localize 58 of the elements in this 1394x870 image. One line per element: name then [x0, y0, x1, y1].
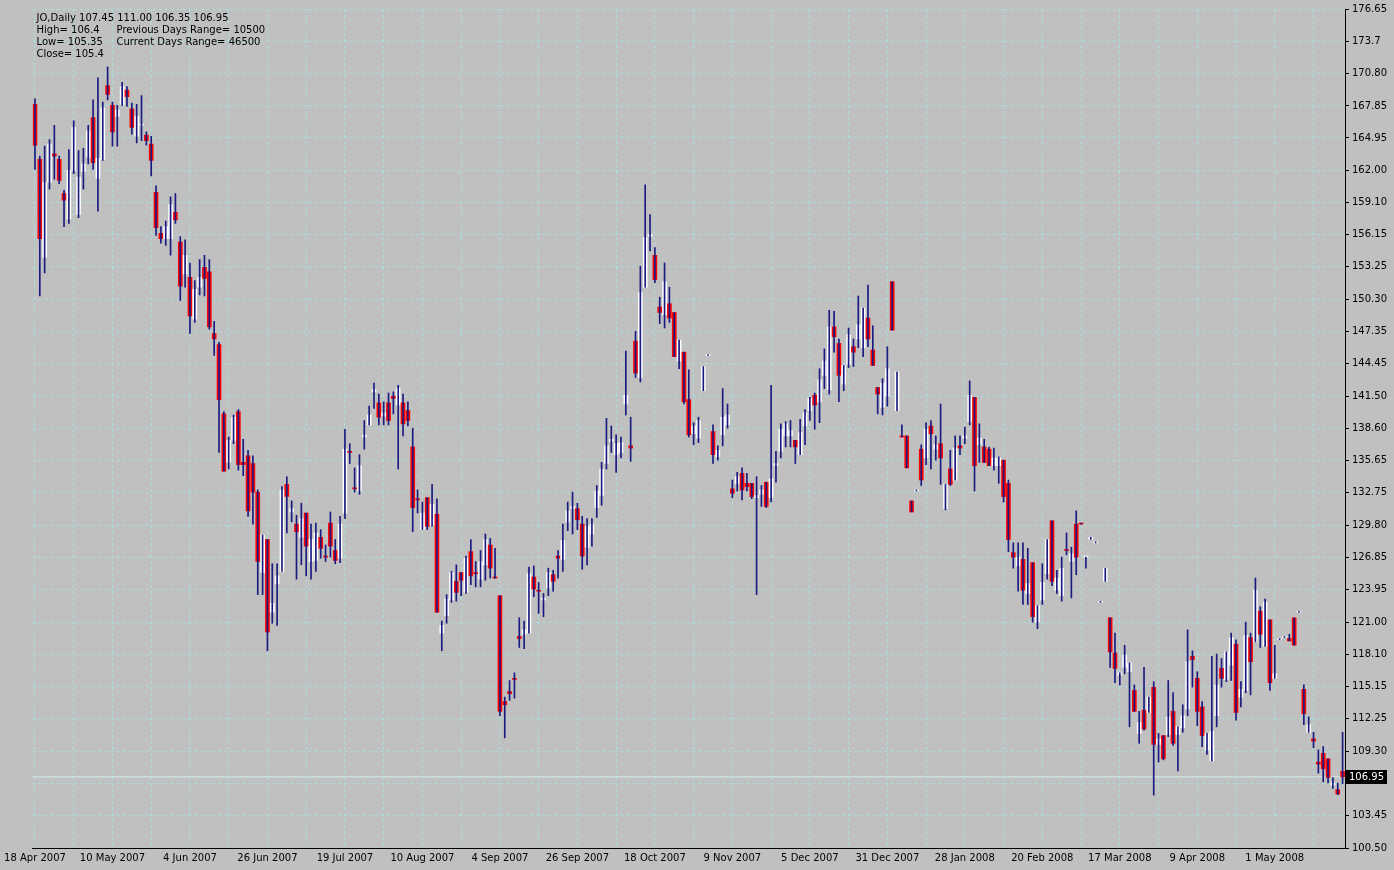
annotation: High= 106.4 — [36, 24, 100, 35]
y-tick-label: 126.85 — [1352, 551, 1388, 563]
y-tick-label: 109.30 — [1352, 744, 1388, 756]
y-tick-label: 153.25 — [1352, 260, 1388, 272]
y-tick-label: 141.50 — [1352, 389, 1388, 401]
x-tick-label: 28 Jan 2008 — [934, 851, 995, 863]
y-tick-label: 164.95 — [1352, 131, 1388, 143]
candlestick — [889, 281, 895, 331]
y-tick-label: 112.25 — [1352, 712, 1388, 724]
y-tick-label: 115.15 — [1352, 680, 1388, 692]
y-tick-label: 173.7 — [1352, 35, 1381, 47]
y-tick-label: 138.60 — [1352, 421, 1388, 433]
x-tick-label: 4 Sep 2007 — [471, 851, 529, 863]
y-tick-label: 176.65 — [1352, 2, 1388, 14]
x-tick-label: 4 Jun 2007 — [163, 851, 217, 863]
x-tick-label: 1 May 2008 — [1245, 851, 1305, 863]
ref-line-label: 106.95 — [1349, 770, 1385, 782]
x-tick-label: 31 Dec 2007 — [855, 851, 920, 863]
x-tick-label: 18 Oct 2007 — [623, 851, 686, 863]
candlestick — [1291, 617, 1297, 646]
y-tick-label: 132.75 — [1352, 486, 1388, 498]
y-tick-label: 147.35 — [1352, 325, 1388, 337]
y-tick-label: 159.10 — [1352, 195, 1388, 207]
y-tick-label: 121.00 — [1352, 615, 1388, 627]
x-tick-label: 17 Mar 2008 — [1088, 851, 1152, 863]
candlestick — [1088, 536, 1094, 540]
annotation: Close= 105.4 — [36, 48, 104, 59]
y-tick-label: 156.15 — [1352, 228, 1388, 240]
annotation: Current Days Range= 46500 — [116, 36, 261, 47]
x-tick-label: 18 Apr 2007 — [4, 851, 66, 863]
y-tick-label: 170.80 — [1352, 67, 1388, 79]
x-tick-label: 19 Jul 2007 — [316, 851, 374, 863]
x-tick-label: 26 Sep 2007 — [545, 851, 610, 863]
y-tick-label: 118.10 — [1352, 647, 1388, 659]
y-tick-label: 150.30 — [1352, 292, 1388, 304]
annotation: Previous Days Range= 10500 — [116, 24, 266, 35]
x-tick-label: 10 Aug 2007 — [390, 851, 455, 863]
annotation: Low= 105.35 — [36, 36, 103, 47]
y-tick-label: 129.80 — [1352, 518, 1388, 530]
candlestick — [894, 371, 900, 411]
candlestick — [1102, 567, 1108, 582]
y-tick-label: 167.85 — [1352, 99, 1388, 111]
candlestick — [700, 366, 706, 392]
candlestick — [1146, 696, 1152, 713]
y-tick-label: 100.50 — [1352, 841, 1388, 853]
y-tick-label: 144.45 — [1352, 357, 1388, 369]
y-tick-label: 162.00 — [1352, 164, 1388, 175]
x-tick-label: 10 May 2007 — [79, 851, 146, 863]
y-tick-label: 135.65 — [1352, 454, 1388, 466]
chart-title: JO,Daily 107.45 111.00 106.35 106.95 — [35, 12, 229, 23]
y-tick-label: 123.95 — [1352, 583, 1388, 595]
x-tick-label: 9 Apr 2008 — [1169, 851, 1226, 863]
x-tick-label: 5 Dec 2007 — [781, 851, 839, 863]
y-tick-label: 103.45 — [1352, 809, 1388, 821]
candlestick — [1296, 610, 1302, 613]
x-tick-label: 20 Feb 2008 — [1011, 851, 1074, 863]
x-tick-label: 26 Jun 2007 — [237, 851, 298, 863]
x-tick-label: 9 Nov 2007 — [703, 851, 762, 863]
